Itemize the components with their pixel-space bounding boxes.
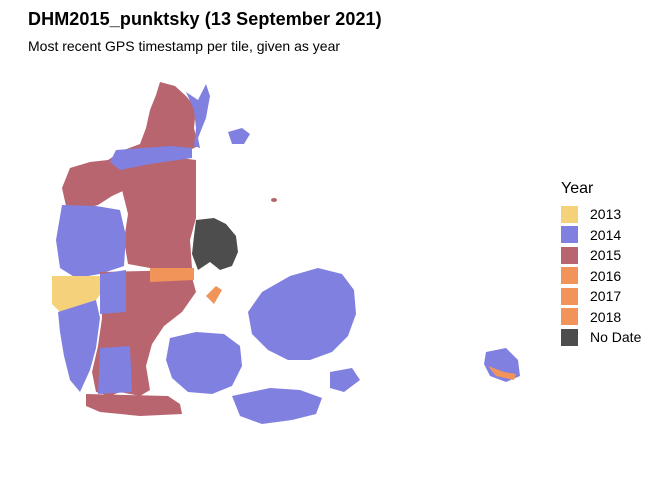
legend-swatch [561, 328, 578, 346]
map-subtitle: Most recent GPS timestamp per tile, give… [28, 38, 341, 54]
region-2015-central-jutland [120, 158, 196, 268]
region-2014-south-inland [98, 346, 132, 394]
legend-item: 2015 [561, 245, 641, 266]
legend-label: 2018 [590, 308, 622, 325]
legend-label: 2017 [590, 288, 622, 305]
region-2013-west [52, 276, 102, 312]
legend-item: 2018 [561, 307, 641, 328]
region-2014-funen [166, 332, 242, 394]
legend-item: No Date [561, 327, 641, 348]
legend-title: Year [561, 180, 594, 197]
legend-swatch [561, 267, 578, 285]
legend: Year 2013 2014 2015 2016 2017 2018 No Date [561, 180, 641, 348]
legend-item: 2017 [561, 286, 641, 307]
region-2014-inland [100, 270, 126, 314]
region-2014-west-coast [56, 205, 126, 278]
region-2016-east [150, 268, 194, 282]
legend-label: 2015 [590, 247, 622, 264]
map-title: DHM2015_punktsky (13 September 2021) [28, 9, 382, 29]
legend-label: 2013 [590, 206, 622, 223]
legend-swatch [561, 205, 578, 223]
region-no-date-djursland [192, 218, 238, 270]
legend-label: 2014 [590, 226, 622, 243]
legend-item: 2016 [561, 266, 641, 287]
legend-items: 2013 2014 2015 2016 2017 2018 No Date [561, 204, 641, 348]
region-2014-zealand [248, 268, 356, 360]
region-2014-skagen [186, 84, 210, 148]
region-2015-island [271, 198, 277, 202]
region-2014-anholt [228, 128, 250, 144]
region-2017-samso [206, 286, 222, 304]
legend-swatch [561, 226, 578, 244]
legend-swatch [561, 246, 578, 264]
legend-label: No Date [590, 329, 642, 346]
legend-swatch [561, 287, 578, 305]
legend-label: 2016 [590, 267, 622, 284]
region-2014-moen [330, 368, 360, 392]
region-2015-north-jutland [62, 82, 198, 210]
region-2014-limfjord-band [110, 146, 192, 170]
legend-swatch [561, 308, 578, 326]
legend-item: 2014 [561, 225, 641, 246]
region-2014-lolland [232, 388, 322, 424]
region-2018-bornholm [488, 366, 516, 380]
region-2015-border [86, 394, 182, 416]
legend-item: 2013 [561, 204, 641, 225]
region-2014-southwest [58, 300, 100, 392]
